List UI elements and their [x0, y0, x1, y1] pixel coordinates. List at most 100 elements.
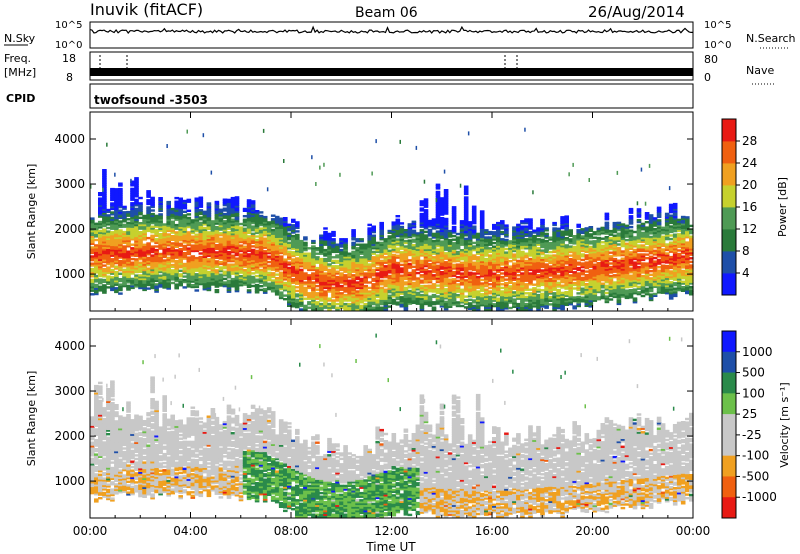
heatmap-cell [250, 256, 256, 259]
heatmap-cell [556, 301, 561, 304]
heatmap-cell [246, 201, 252, 204]
heatmap-cell [150, 245, 155, 248]
heatmap-cell [556, 278, 561, 281]
heatmap-cell [114, 225, 119, 229]
heatmap-cell [467, 228, 473, 231]
heatmap-cell [295, 221, 300, 224]
heatmap-cell [435, 194, 441, 197]
heatmap-cell [351, 243, 356, 246]
heatmap-cell [274, 264, 280, 267]
heatmap-cell [347, 286, 352, 290]
heatmap-cell [234, 223, 240, 226]
heatmap-cell [516, 234, 521, 237]
heatmap-cell [528, 234, 533, 237]
heatmap-cell [331, 306, 336, 309]
heatmap-cell [274, 269, 280, 273]
heatmap-cell [190, 278, 196, 281]
heatmap-cell [202, 230, 208, 233]
heatmap-cell [250, 277, 256, 280]
heatmap-cell [102, 196, 107, 199]
heatmap-cell [166, 269, 171, 272]
heatmap-cell [367, 230, 372, 234]
heatmap-cell [246, 253, 252, 256]
heatmap-cell [479, 221, 485, 224]
heatmap-cell [166, 236, 171, 240]
heatmap-cell [186, 274, 192, 277]
date-title: 26/Aug/2014 [588, 3, 685, 21]
heatmap-cell [431, 306, 437, 309]
heatmap-cell [383, 275, 389, 279]
heatmap-cell [391, 280, 397, 284]
heatmap-cell [355, 265, 360, 268]
heatmap-cell [339, 301, 344, 304]
heatmap-cell [90, 269, 95, 273]
heatmap-cell [242, 276, 248, 279]
heatmap-cell [158, 198, 163, 202]
heatmap-cell [278, 296, 284, 300]
heatmap-cell [270, 246, 276, 250]
heatmap-cell [455, 279, 461, 282]
heatmap-cell [270, 243, 276, 246]
heatmap-cell [520, 301, 525, 304]
heatmap-cell [443, 237, 449, 241]
heatmap-cell [126, 214, 131, 217]
heatmap-cell [379, 236, 384, 239]
heatmap-cell [138, 279, 143, 282]
heatmap-cell [467, 287, 473, 291]
heatmap-cell [427, 230, 433, 233]
heatmap-cell [327, 306, 332, 309]
heatmap-cell [182, 230, 188, 233]
heatmap-cell [435, 284, 441, 287]
heatmap-cell [516, 236, 521, 239]
heatmap-cell [463, 192, 469, 196]
heatmap-cell [371, 239, 376, 243]
heatmap-cell [339, 259, 344, 263]
heatmap-cell [435, 291, 441, 294]
heatmap-cell [435, 250, 441, 253]
heatmap-cell [146, 202, 151, 206]
heatmap-cell [391, 243, 397, 246]
heatmap-cell [351, 236, 356, 239]
heatmap-cell [455, 294, 461, 297]
heatmap-cell [178, 202, 183, 206]
heatmap-cell [484, 265, 489, 268]
heatmap-cell [544, 283, 549, 286]
heatmap-cell [122, 254, 127, 257]
heatmap-cell [479, 239, 485, 242]
heatmap-cell [114, 216, 119, 220]
heatmap-cell [194, 211, 200, 215]
heatmap-cell [122, 283, 127, 286]
station-title: Inuvik (fitACF) [90, 0, 203, 19]
heatmap-cell [230, 267, 236, 270]
heatmap-cell [266, 248, 272, 251]
heatmap-cell [435, 235, 441, 239]
heatmap-cell [379, 290, 384, 293]
heatmap-cell [270, 275, 276, 279]
heatmap-cell [471, 209, 477, 212]
heatmap-cell [339, 238, 344, 241]
heatmap-cell [134, 281, 139, 284]
heatmap-cell [323, 302, 328, 306]
heatmap-cell [560, 304, 565, 307]
heatmap-cell [94, 276, 99, 279]
heatmap-cell [262, 246, 268, 249]
heatmap-cell [299, 248, 304, 252]
heatmap-cell [447, 247, 453, 251]
heatmap-cell [182, 207, 188, 210]
heatmap-cell [266, 223, 272, 226]
heatmap-cell [475, 283, 481, 286]
heatmap-cell [134, 213, 139, 216]
heatmap-cell [508, 247, 513, 250]
heatmap-cell [226, 288, 232, 292]
heatmap-cell [455, 288, 461, 291]
heatmap-cell [299, 308, 304, 311]
heatmap-cell [194, 258, 200, 262]
heatmap-cell [190, 230, 196, 233]
heatmap-cell [283, 236, 288, 240]
heatmap-cell [114, 283, 119, 286]
heatmap-cell [528, 272, 533, 275]
heatmap-cell [295, 304, 300, 307]
heatmap-cell [552, 247, 557, 250]
heatmap-cell [447, 287, 453, 290]
